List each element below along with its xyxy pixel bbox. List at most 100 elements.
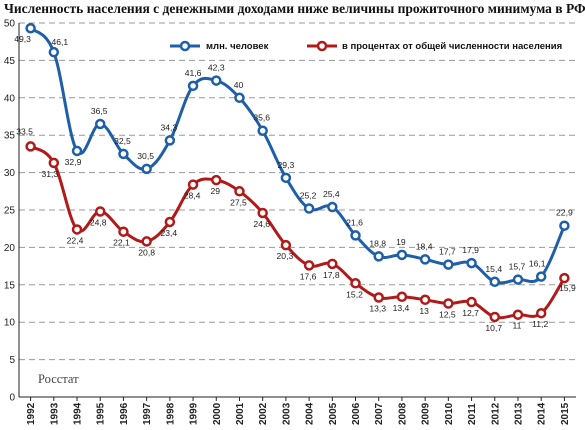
data-point (257, 207, 268, 219)
data-label: 16,1 (529, 259, 546, 269)
x-tick-label: 2014 (537, 402, 548, 425)
data-label: 35,6 (253, 113, 270, 123)
data-label: 34,3 (160, 122, 177, 132)
data-point (559, 220, 570, 231)
data-label: 33,5 (16, 126, 33, 136)
x-tick-label: 2005 (328, 402, 339, 425)
data-point (280, 172, 292, 184)
x-tick-label: 1992 (26, 402, 37, 425)
data-label: 32,5 (114, 136, 131, 146)
data-label: 25,2 (300, 191, 317, 201)
grid (19, 22, 576, 361)
data-label: 19 (396, 237, 406, 247)
series-1: 33,5 31,3 22,4 24,8 22,1 20,8 23,4 28,4 29 27,5 24… (16, 126, 576, 333)
data-label: 10,7 (485, 323, 502, 333)
y-tick-label: 20 (4, 243, 16, 254)
data-label: 18,8 (369, 238, 386, 248)
data-point (489, 276, 501, 288)
data-point (141, 163, 152, 175)
x-tick-label: 1993 (49, 402, 60, 425)
y-axis: 0 5 10 15 20 25 30 35 40 45 50 (4, 19, 20, 404)
x-tick-label: 2007 (374, 402, 385, 425)
series-layer: 49,3 46,1 32,9 36,5 32,5 30,5 34,3 41,6 42,3 40 35… (14, 22, 576, 333)
data-point (25, 22, 36, 34)
data-point (350, 278, 361, 289)
data-point (94, 118, 106, 130)
data-point (535, 307, 547, 319)
legend-label-mln: млн. человек (206, 41, 269, 52)
y-tick-label: 30 (4, 168, 16, 179)
data-point (373, 251, 384, 262)
data-label: 13,4 (393, 303, 410, 313)
data-label: 46,1 (51, 37, 68, 47)
data-point (419, 254, 431, 265)
y-tick-label: 5 (9, 355, 15, 366)
data-point (466, 257, 477, 269)
data-label: 25,4 (323, 189, 340, 199)
data-label: 36,5 (91, 106, 108, 116)
data-label: 29 (210, 186, 220, 196)
data-label: 28,4 (184, 191, 201, 201)
data-label: 11,2 (532, 319, 548, 329)
data-point (211, 75, 222, 86)
chart-title: Численность населения с денежными дохода… (4, 1, 585, 16)
data-label: 20,3 (277, 251, 294, 261)
data-label: 17,7 (439, 247, 456, 257)
data-point (164, 135, 176, 146)
y-tick-label: 40 (4, 93, 16, 104)
data-label: 30,5 (137, 151, 154, 161)
x-tick-label: 2012 (490, 402, 501, 425)
data-label: 24,8 (90, 217, 107, 227)
data-point (327, 201, 338, 213)
data-point (350, 230, 361, 241)
data-label: 13,3 (369, 304, 386, 314)
source-label: Росстат (38, 372, 79, 386)
data-label: 31,3 (41, 169, 58, 179)
legend-label-pct: в процентах от общей численности населен… (342, 41, 562, 52)
x-tick-label: 2008 (397, 402, 408, 425)
data-point (327, 258, 338, 270)
data-label: 13 (419, 306, 429, 316)
x-tick-label: 2001 (235, 402, 246, 425)
data-label: 27,5 (230, 197, 247, 207)
data-label: 23,4 (160, 228, 177, 238)
y-tick-label: 10 (4, 318, 16, 329)
x-tick-label: 2010 (444, 402, 455, 425)
legend-marker-pct (316, 40, 328, 52)
data-point (535, 271, 547, 282)
data-point (466, 296, 477, 308)
data-point (118, 226, 129, 237)
legend-marker-mln (179, 40, 191, 52)
data-point (141, 236, 152, 247)
data-label: 24,6 (253, 219, 270, 229)
x-tick-label: 1995 (96, 402, 107, 425)
x-tick-label: 1997 (142, 402, 153, 425)
data-point (94, 206, 106, 217)
data-label: 15,4 (485, 264, 502, 274)
data-point (280, 239, 292, 251)
y-tick-label: 45 (4, 56, 16, 67)
data-label: 40 (234, 80, 244, 90)
x-tick-label: 1996 (119, 402, 130, 425)
x-tick-label: 1999 (189, 402, 200, 425)
legend: млн. человек в процентах от общей числен… (170, 40, 562, 52)
y-tick-label: 25 (4, 206, 16, 217)
data-point (396, 249, 408, 261)
data-point (48, 46, 60, 58)
x-tick-label: 1998 (165, 402, 176, 425)
series-0: 49,3 46,1 32,9 36,5 32,5 30,5 34,3 41,6 42,3 40 35… (14, 22, 573, 288)
data-label: 49,3 (14, 34, 31, 44)
data-point (373, 292, 384, 303)
series-line (29, 27, 566, 285)
x-tick-label: 2003 (281, 402, 292, 425)
data-point (118, 148, 129, 160)
data-label: 29,3 (278, 160, 295, 170)
data-point (187, 179, 199, 190)
data-point (234, 92, 245, 104)
data-label: 22,4 (67, 235, 84, 245)
data-point (164, 216, 176, 228)
data-label: 17,8 (323, 270, 340, 280)
data-point (25, 141, 36, 152)
data-point (303, 203, 315, 214)
